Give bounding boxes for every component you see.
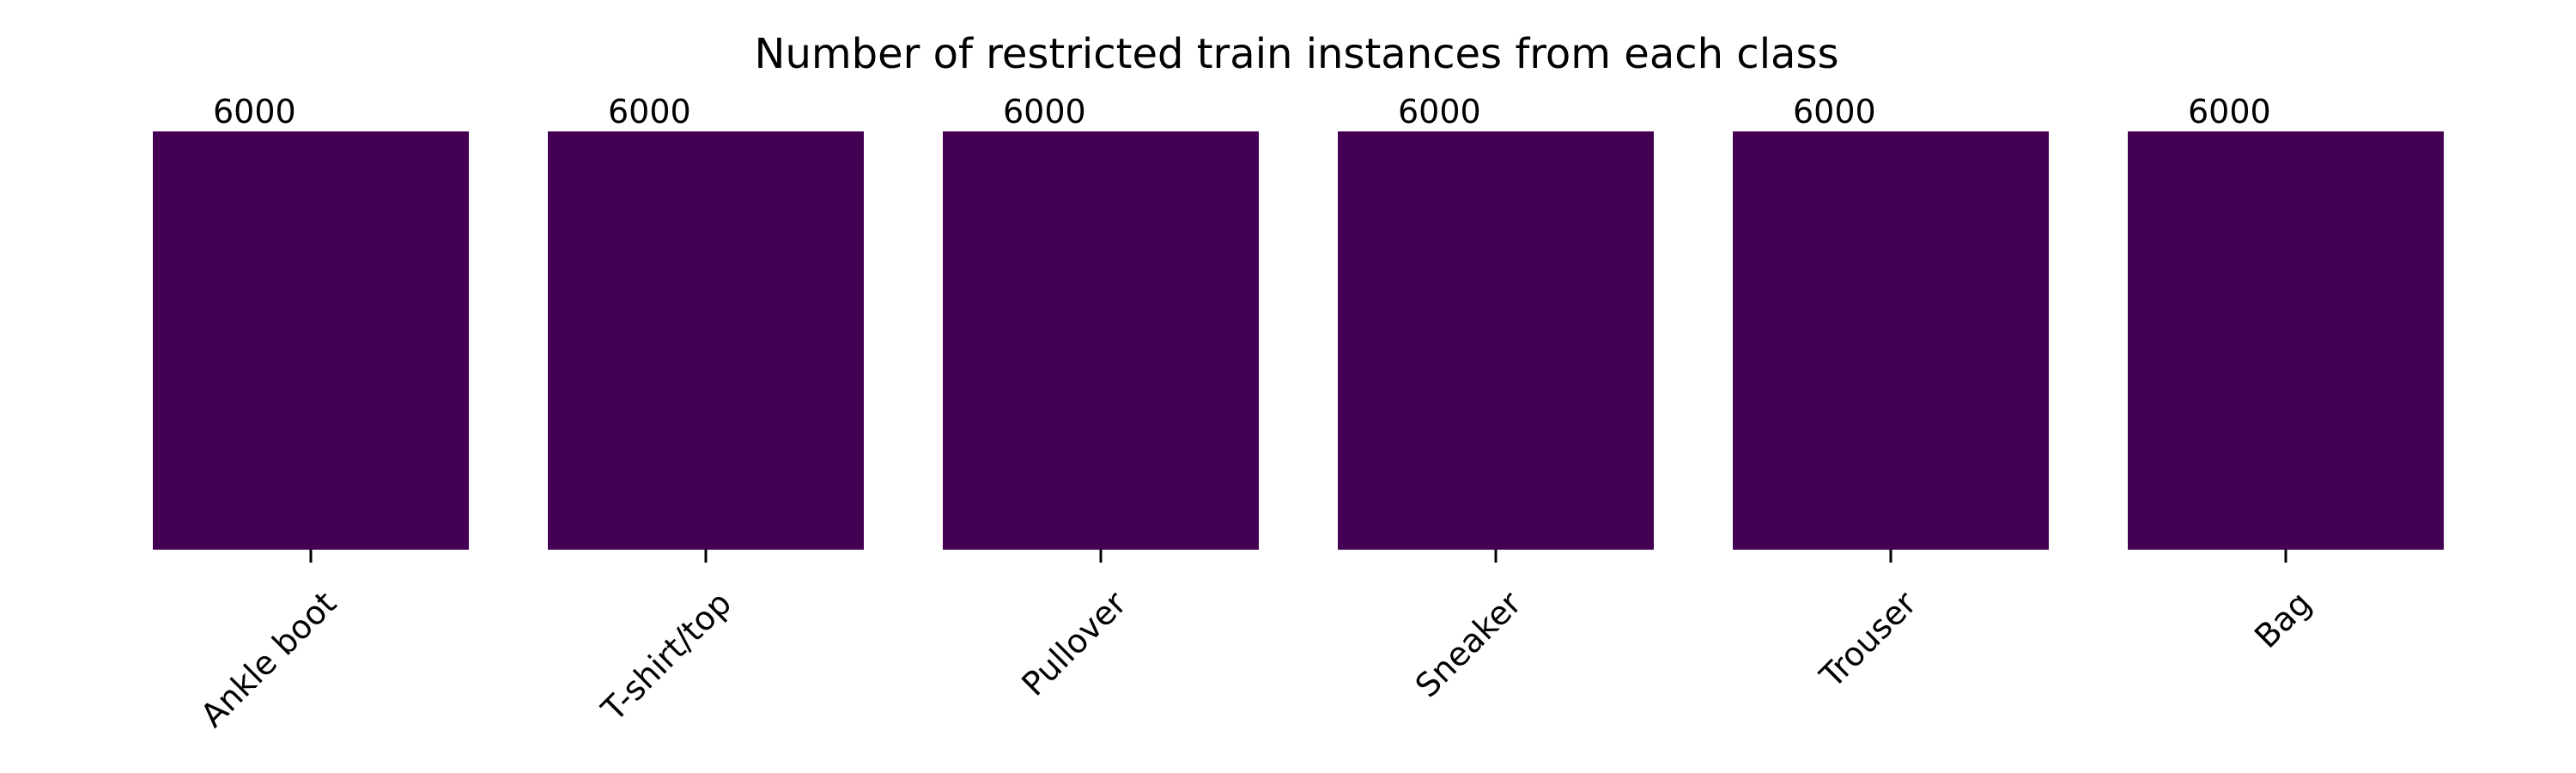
x-tick-label: Trouser — [1812, 584, 1923, 696]
data-label: 6000 — [1793, 93, 1876, 131]
chart-title: Number of restricted train instances fro… — [755, 30, 1839, 78]
bar — [1733, 131, 2049, 550]
data-label: 6000 — [2188, 93, 2271, 131]
x-tick-label: Ankle boot — [193, 584, 343, 734]
data-label: 6000 — [1003, 93, 1086, 131]
x-tick-label: Pullover — [1014, 584, 1133, 703]
x-axis: Ankle boot T-shirt/top Pullover Sneaker Trou… — [193, 550, 2318, 734]
bar — [943, 131, 1259, 550]
bar — [2128, 131, 2444, 550]
value-labels-group: 6000 6000 6000 6000 6000 6000 — [213, 93, 2271, 131]
bar — [1338, 131, 1654, 550]
x-tick-label: Bag — [2247, 584, 2318, 655]
bar — [153, 131, 469, 550]
data-label: 6000 — [608, 93, 691, 131]
bar — [548, 131, 864, 550]
data-label: 6000 — [1398, 93, 1481, 131]
data-label: 6000 — [213, 93, 296, 131]
bars-group — [153, 131, 2444, 550]
x-tick-label: T-shirt/top — [594, 584, 739, 729]
x-tick-label: Sneaker — [1408, 584, 1529, 705]
